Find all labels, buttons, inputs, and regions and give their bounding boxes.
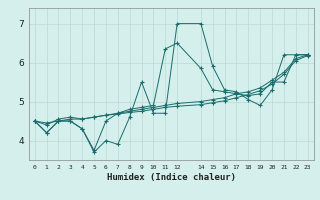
X-axis label: Humidex (Indice chaleur): Humidex (Indice chaleur) [107,173,236,182]
